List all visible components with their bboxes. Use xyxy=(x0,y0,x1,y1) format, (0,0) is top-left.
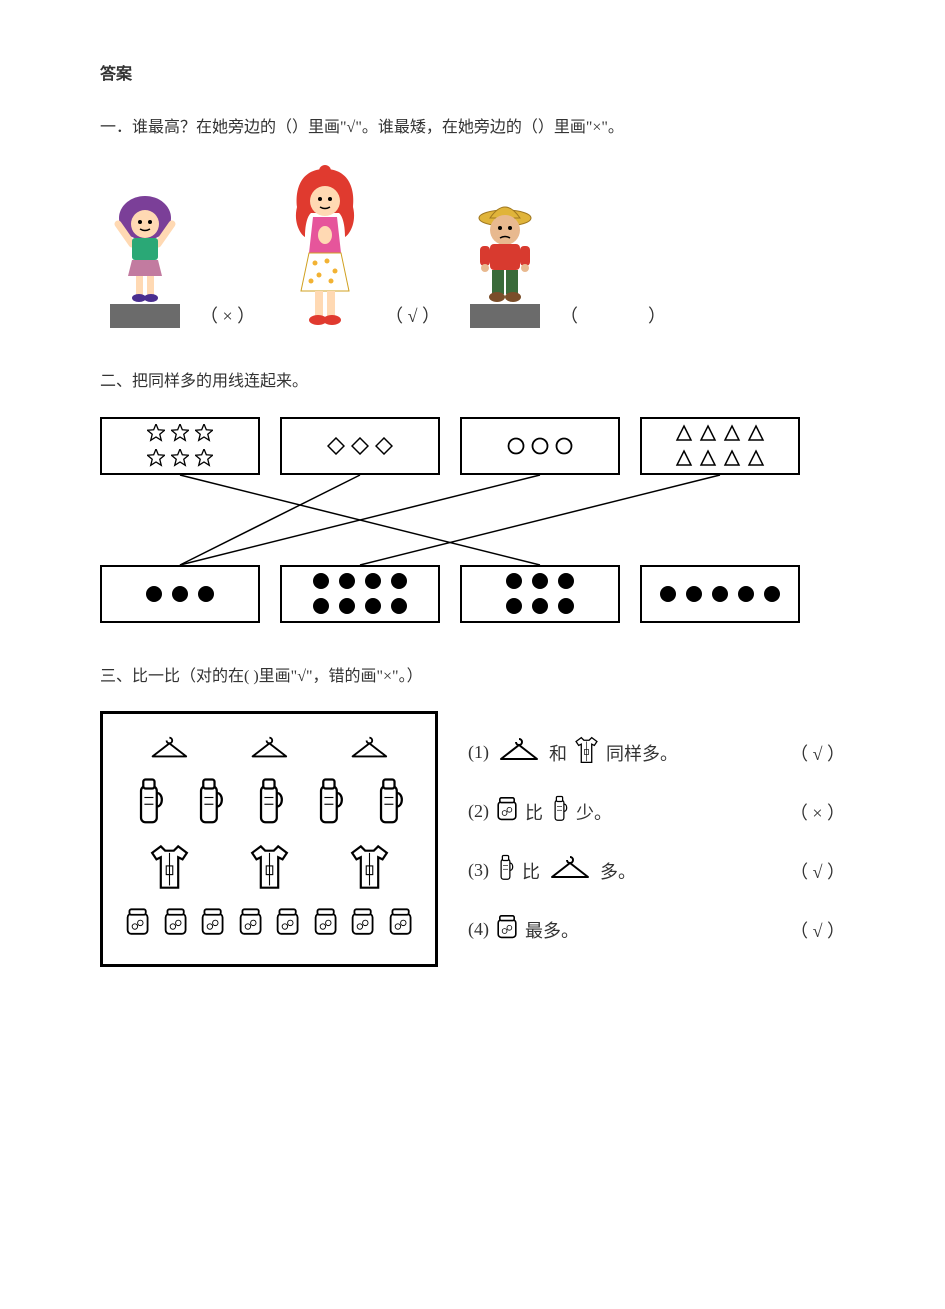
answer-paren: （ × ） xyxy=(200,302,255,328)
hanger-icon xyxy=(347,734,392,767)
q2-box xyxy=(640,417,800,475)
thermos-icon xyxy=(549,794,570,829)
stmt-answer: （ × ） xyxy=(790,799,845,825)
q2-bottom-row xyxy=(100,565,845,623)
stmt-answer: （ √ ） xyxy=(790,858,845,884)
q3-prompt: 三、比一比（对的在( )里画"√"，错的画"×"。） xyxy=(100,663,845,692)
q3-box-row xyxy=(119,842,419,897)
q3-box-row xyxy=(119,734,419,767)
jar-icon xyxy=(124,905,151,944)
thermos-icon xyxy=(495,853,516,888)
stmt-tail: 少。 xyxy=(576,799,612,825)
block xyxy=(110,304,180,328)
answer-paren: （） xyxy=(560,302,666,328)
q2-box xyxy=(280,565,440,623)
q3-items-box xyxy=(100,711,438,967)
thermos-icon xyxy=(370,775,408,834)
character-girl-purple xyxy=(100,194,190,328)
jar-icon xyxy=(237,905,264,944)
hanger-icon xyxy=(147,734,192,767)
answer-mark: √ xyxy=(408,306,418,326)
q3-box-row xyxy=(119,905,419,944)
shirt-icon xyxy=(573,735,600,770)
q3-statement: (4) 最多。 （ √ ） xyxy=(468,912,845,947)
stmt-num: (4) xyxy=(468,919,489,940)
q1-row: （ × ） （ √ ） （） xyxy=(100,163,845,328)
thermos-icon xyxy=(190,775,228,834)
q3-statement: (3) 比 多。 （ √ ） xyxy=(468,853,845,888)
page-title: 答案 xyxy=(100,60,845,84)
jar-icon xyxy=(312,905,339,944)
jar-icon xyxy=(349,905,376,944)
hanger-icon xyxy=(247,734,292,767)
jar-icon xyxy=(495,912,519,947)
q1-item: （ × ） xyxy=(100,194,255,328)
q1-prompt: 一．谁最高？在她旁边的（）里画"√"。谁最矮，在她旁边的（）里画"×"。 xyxy=(100,114,845,143)
q2-box xyxy=(460,565,620,623)
block xyxy=(470,304,540,328)
stmt-tail: 同样多。 xyxy=(606,740,678,766)
stmt-num: (2) xyxy=(468,801,489,822)
thermos-icon xyxy=(310,775,348,834)
stmt-answer: （ √ ） xyxy=(790,740,845,766)
stmt-tail: 多。 xyxy=(600,858,636,884)
q1-item: （） xyxy=(460,194,666,328)
character-boy-hat xyxy=(460,194,550,328)
q2-box xyxy=(100,565,260,623)
boy-hat-icon xyxy=(460,194,550,304)
jar-icon xyxy=(274,905,301,944)
jar-icon xyxy=(387,905,414,944)
stmt-mid: 比 xyxy=(525,799,543,825)
hanger-icon xyxy=(495,735,543,770)
jar-icon xyxy=(495,794,519,829)
q2-box xyxy=(460,417,620,475)
stmt-mid: 和 xyxy=(549,740,567,766)
shirt-icon xyxy=(147,842,192,897)
q2-box xyxy=(100,417,260,475)
q3-statement: (1) 和 同样多。 （ √ ） xyxy=(468,735,845,770)
q3-statements: (1)和同样多。（ √ ）(2)比少。（ × ）(3)比多。（ √ ）(4)最多… xyxy=(468,711,845,971)
q3-container: (1)和同样多。（ √ ）(2)比少。（ × ）(3)比多。（ √ ）(4)最多… xyxy=(100,711,845,971)
girl-purple-icon xyxy=(100,194,190,304)
q3-statement: (2) 比 少。 （ × ） xyxy=(468,794,845,829)
stmt-answer: （ √ ） xyxy=(790,917,845,943)
shirt-icon xyxy=(247,842,292,897)
stmt-num: (3) xyxy=(468,860,489,881)
q2-box xyxy=(280,417,440,475)
stmt-num: (1) xyxy=(468,742,489,763)
q2-box xyxy=(640,565,800,623)
q2-prompt: 二、把同样多的用线连起来。 xyxy=(100,368,845,397)
thermos-icon xyxy=(250,775,288,834)
girl-red-icon xyxy=(275,163,375,328)
thermos-icon xyxy=(130,775,168,834)
shirt-icon xyxy=(347,842,392,897)
q1-item: （ √ ） xyxy=(275,163,440,328)
stmt-mid: 比 xyxy=(522,858,540,884)
jar-icon xyxy=(162,905,189,944)
character-girl-red xyxy=(275,163,375,328)
hanger-icon xyxy=(546,853,594,888)
q2-top-row xyxy=(100,417,845,475)
answer-mark: × xyxy=(223,306,233,326)
answer-paren: （ √ ） xyxy=(385,302,440,328)
q2-container xyxy=(100,417,845,623)
q3-box-row xyxy=(119,775,419,834)
jar-icon xyxy=(199,905,226,944)
stmt-tail: 最多。 xyxy=(525,917,579,943)
